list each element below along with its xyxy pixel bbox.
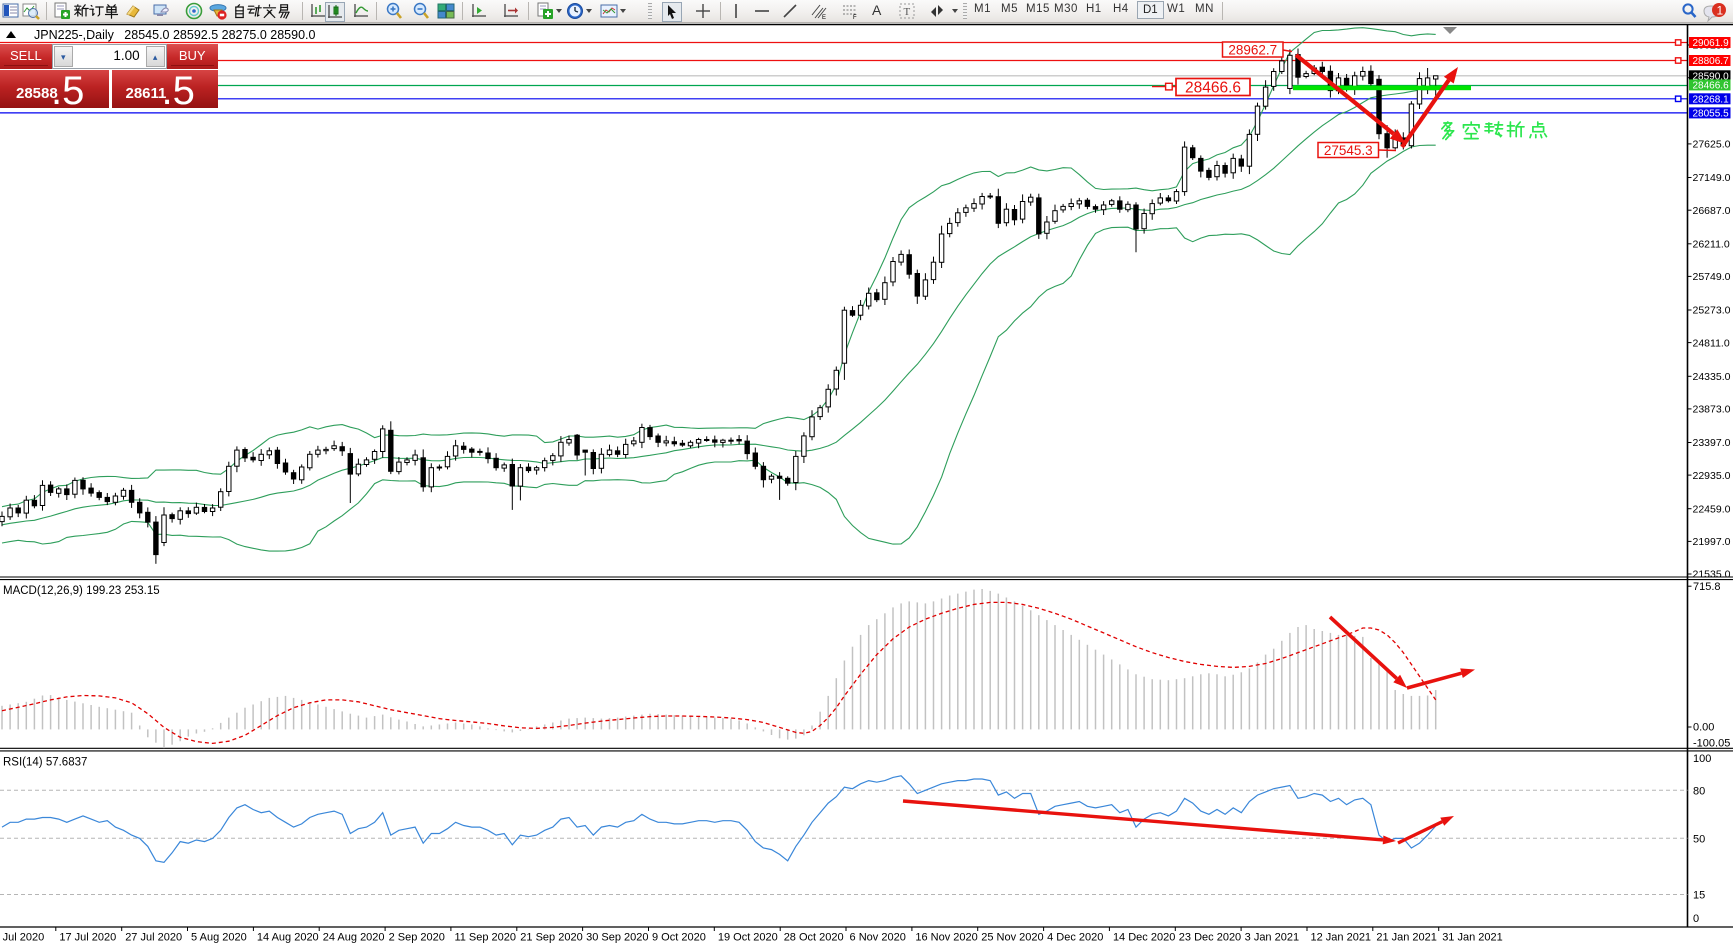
svg-text:715.8: 715.8: [1693, 581, 1721, 593]
svg-text:25749.0: 25749.0: [1693, 271, 1731, 283]
svg-text:28 Oct 2020: 28 Oct 2020: [784, 932, 844, 944]
svg-text:25 Nov 2020: 25 Nov 2020: [981, 932, 1043, 944]
svg-text:21997.0: 21997.0: [1693, 536, 1731, 548]
svg-text:26211.0: 26211.0: [1693, 238, 1730, 250]
svg-text:F: F: [853, 15, 857, 20]
svg-text:28806.7: 28806.7: [1693, 56, 1730, 67]
svg-text:50: 50: [1693, 833, 1705, 845]
svg-text:3 Jan 2021: 3 Jan 2021: [1245, 932, 1299, 944]
svg-text:6 Nov 2020: 6 Nov 2020: [850, 932, 906, 944]
svg-text:27149.0: 27149.0: [1693, 172, 1731, 184]
svg-text:4 Dec 2020: 4 Dec 2020: [1047, 932, 1103, 944]
svg-text:31 Jan 2021: 31 Jan 2021: [1442, 932, 1503, 944]
svg-text:2 Sep 2020: 2 Sep 2020: [389, 932, 445, 944]
svg-text:23397.0: 23397.0: [1693, 437, 1731, 449]
svg-text:15: 15: [1693, 890, 1705, 902]
svg-text:100: 100: [1693, 753, 1711, 765]
svg-text:28055.5: 28055.5: [1693, 109, 1730, 120]
svg-text:24811.0: 24811.0: [1693, 337, 1730, 349]
svg-text:19 Oct 2020: 19 Oct 2020: [718, 932, 778, 944]
svg-text:5 Aug 2020: 5 Aug 2020: [191, 932, 247, 944]
svg-text:21535.0: 21535.0: [1693, 569, 1731, 581]
svg-text:22459.0: 22459.0: [1693, 503, 1731, 515]
svg-text:14 Dec 2020: 14 Dec 2020: [1113, 932, 1175, 944]
svg-text:E: E: [822, 15, 826, 20]
svg-text:12 Jan 2021: 12 Jan 2021: [1311, 932, 1372, 944]
svg-text:9 Oct 2020: 9 Oct 2020: [652, 932, 706, 944]
svg-text:14 Aug 2020: 14 Aug 2020: [257, 932, 319, 944]
svg-text:24 Aug 2020: 24 Aug 2020: [323, 932, 385, 944]
svg-text:26687.0: 26687.0: [1693, 205, 1731, 217]
svg-text:11 Sep 2020: 11 Sep 2020: [454, 932, 516, 944]
svg-text:21 Jan 2021: 21 Jan 2021: [1376, 932, 1437, 944]
svg-text:0.00: 0.00: [1693, 722, 1714, 734]
svg-text:25273.0: 25273.0: [1693, 305, 1731, 317]
svg-text:16 Nov 2020: 16 Nov 2020: [915, 932, 977, 944]
svg-text:27545.3: 27545.3: [1324, 143, 1373, 158]
svg-text:T: T: [904, 6, 911, 18]
svg-text:23873.0: 23873.0: [1693, 404, 1731, 416]
svg-text:1: 1: [1717, 4, 1724, 18]
svg-text:28466.6: 28466.6: [1185, 80, 1241, 97]
svg-text:28962.7: 28962.7: [1228, 42, 1277, 57]
svg-text:MACD(12,26,9) 199.23 253.15: MACD(12,26,9) 199.23 253.15: [3, 585, 160, 597]
svg-text:8 Jul 2020: 8 Jul 2020: [0, 932, 44, 944]
svg-text:28466.6: 28466.6: [1693, 81, 1730, 92]
svg-text:24335.0: 24335.0: [1693, 371, 1731, 383]
svg-text:28268.1: 28268.1: [1693, 95, 1730, 106]
svg-text:28590.0: 28590.0: [1693, 72, 1730, 83]
svg-text:RSI(14) 57.6837: RSI(14) 57.6837: [3, 757, 87, 769]
svg-text:21 Sep 2020: 21 Sep 2020: [520, 932, 582, 944]
svg-text:30 Sep 2020: 30 Sep 2020: [586, 932, 648, 944]
svg-text:-100.05: -100.05: [1693, 738, 1730, 750]
svg-text:17 Jul 2020: 17 Jul 2020: [59, 932, 116, 944]
svg-text:22935.0: 22935.0: [1693, 470, 1731, 482]
svg-text:29061.9: 29061.9: [1693, 38, 1730, 49]
svg-text:80: 80: [1693, 785, 1705, 797]
svg-text:27625.0: 27625.0: [1693, 139, 1731, 151]
svg-text:23 Dec 2020: 23 Dec 2020: [1179, 932, 1241, 944]
svg-text:0: 0: [1693, 913, 1699, 925]
svg-text:27 Jul 2020: 27 Jul 2020: [125, 932, 182, 944]
